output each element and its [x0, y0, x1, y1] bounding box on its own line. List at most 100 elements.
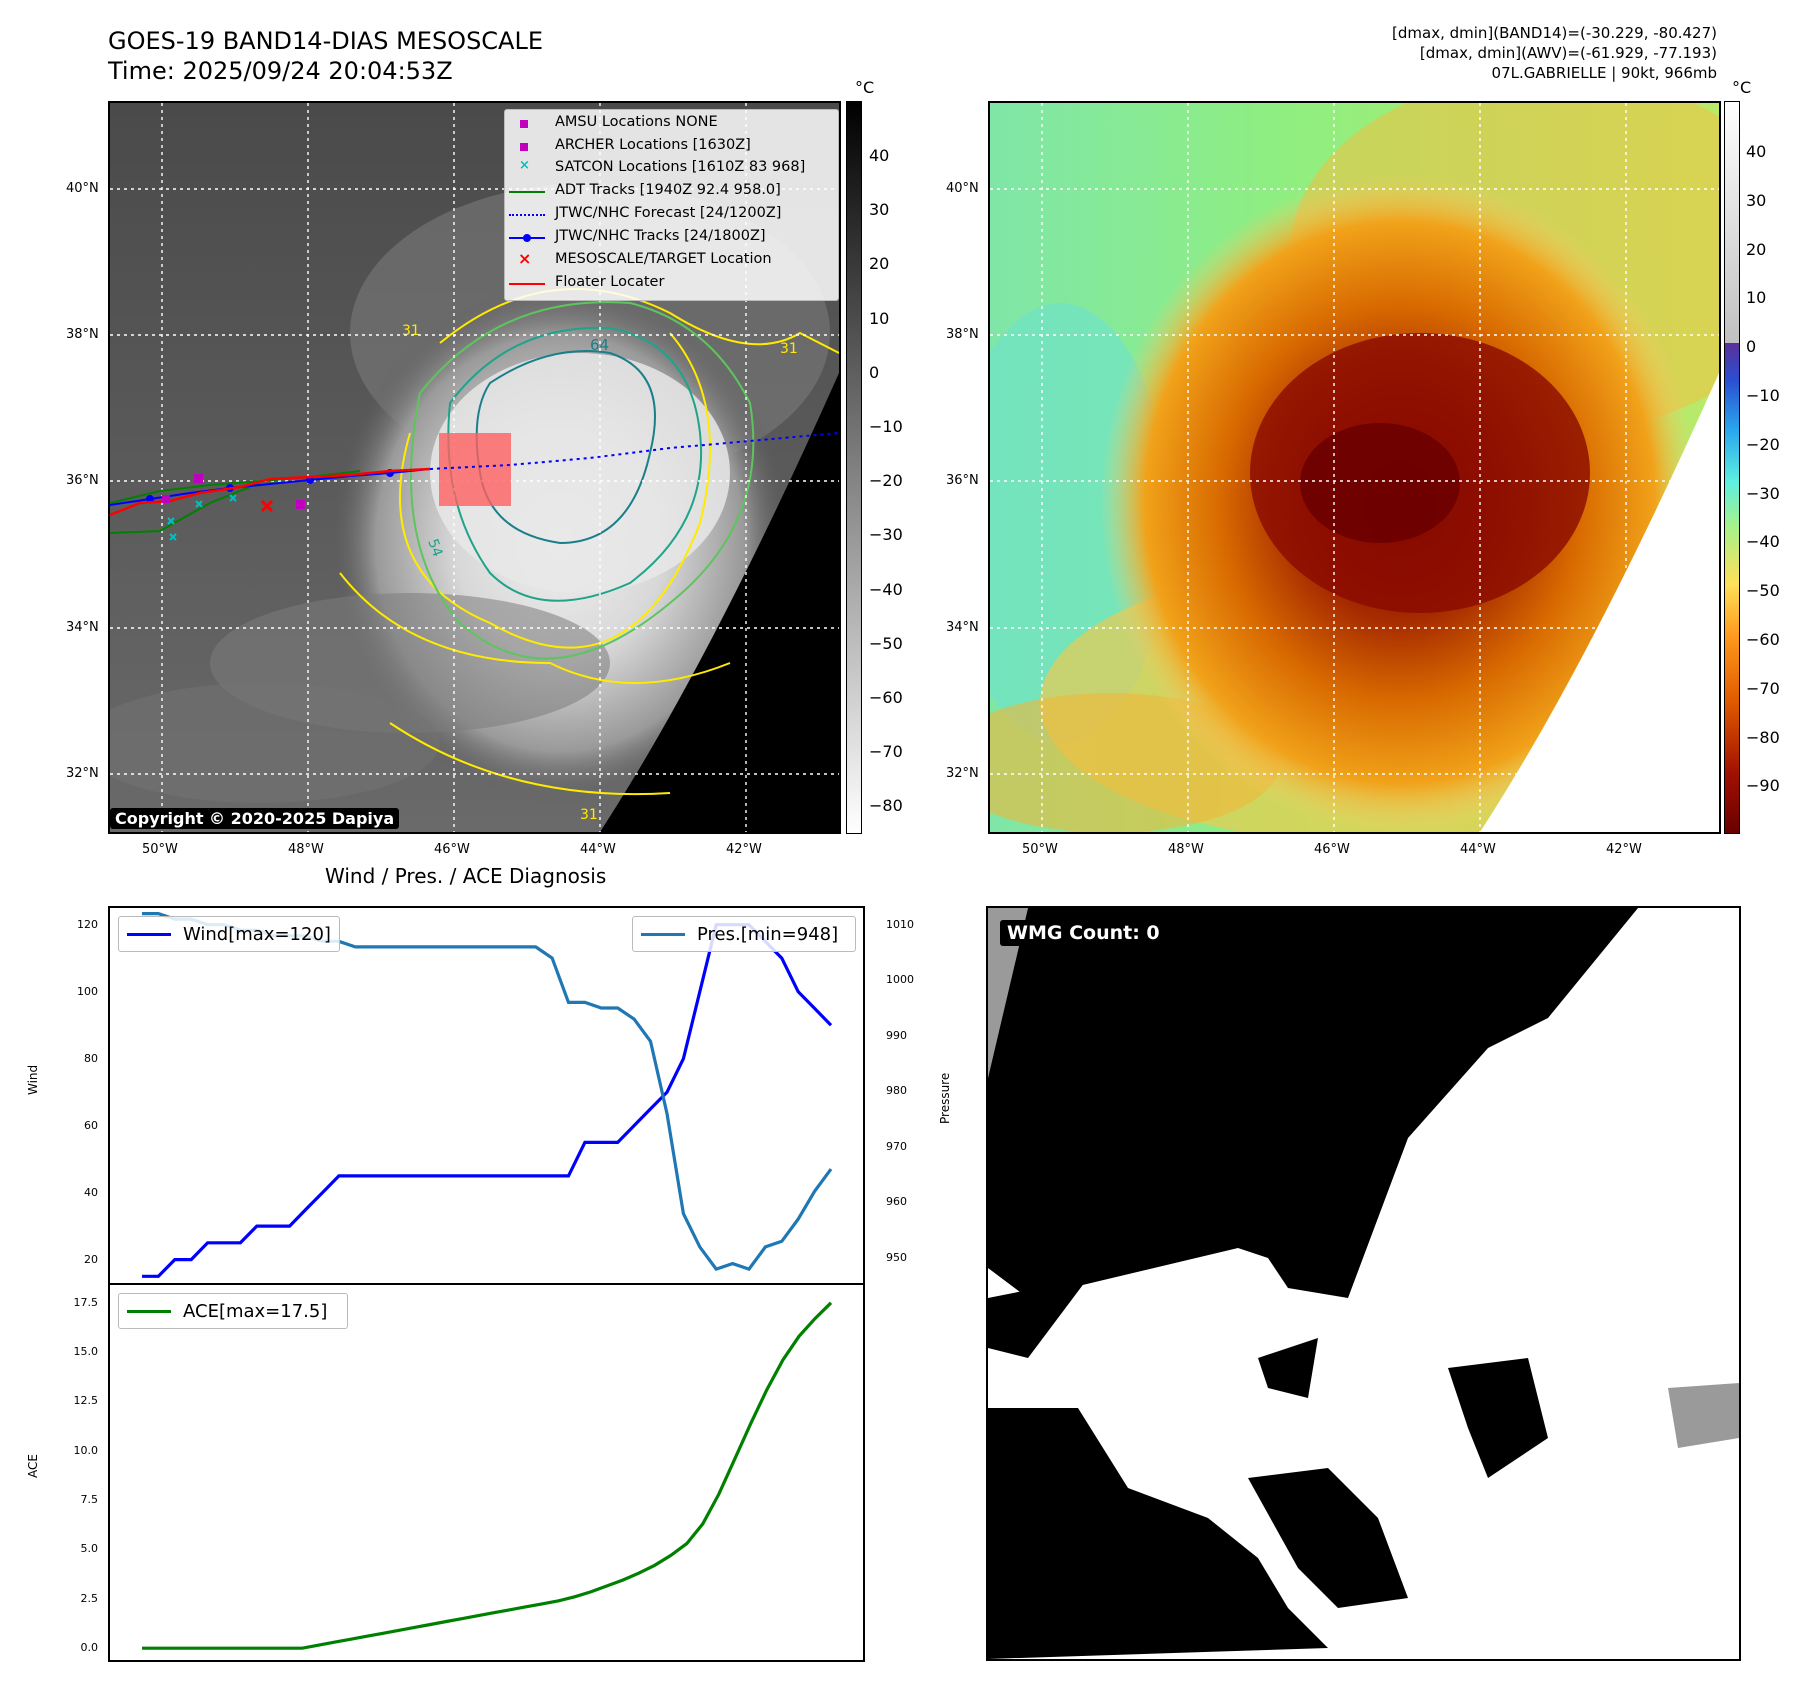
colorbar-tick: −60 — [869, 688, 903, 707]
colorbar-tick: −70 — [1746, 678, 1780, 698]
axis-tick: 2.5 — [80, 1591, 99, 1605]
colorbar-tick: 0 — [869, 362, 880, 382]
lat-tick: 34°N — [946, 620, 979, 635]
colorbar-tick: 40 — [1746, 142, 1767, 161]
lat-tick: 32°N — [66, 766, 99, 781]
axis-tick: 80 — [84, 1051, 98, 1065]
colorbar-tick: 40 — [869, 146, 890, 165]
axis-tick: 5.0 — [80, 1542, 99, 1556]
lat-tick: 38°N — [946, 327, 979, 342]
colorbar-tick: −30 — [869, 525, 903, 545]
axis-tick: 980 — [886, 1084, 907, 1098]
diag-title: Wind / Pres. / ACE Diagnosis — [325, 864, 607, 888]
colorbar-tick: 20 — [869, 254, 890, 274]
pressure-axis-label: Pressure — [938, 1072, 952, 1124]
axis-tick: 15.0 — [73, 1345, 99, 1359]
colorbar-tick: 30 — [1746, 190, 1767, 210]
axis-tick: 950 — [886, 1251, 907, 1264]
colorbar-right-unit: °C — [1732, 78, 1752, 97]
colorbar-left — [846, 101, 862, 834]
axis-tick: 60 — [84, 1118, 98, 1132]
colorbar-tick: 20 — [1746, 239, 1767, 259]
colorbar-tick: −10 — [869, 417, 903, 436]
colorbar-tick: −30 — [1746, 483, 1780, 503]
ir-color-map — [988, 101, 1721, 834]
colorbar-tick: 30 — [869, 200, 890, 220]
axis-tick: 12.5 — [73, 1394, 99, 1408]
ir-grayscale-map: 64 54 31 31 31 — [108, 101, 841, 834]
wmg-panel: WMG Count: 0 — [986, 906, 1741, 1661]
contour-label-31a: 31 — [402, 323, 420, 339]
wind-pressure-panel: Wind[max=120] Pres.[min=948] — [108, 906, 865, 1285]
contour-label-31b: 31 — [780, 341, 798, 357]
axis-tick: 1000 — [886, 973, 914, 987]
axis-tick: 20 — [84, 1252, 98, 1266]
lat-tick: 38°N — [66, 327, 99, 342]
ace-axis-label: ACE — [26, 1454, 40, 1478]
colorbar-left-unit: °C — [855, 78, 875, 97]
colorbar-tick: −10 — [1746, 386, 1780, 405]
colorbar-tick: −90 — [1746, 776, 1780, 796]
wmg-mask — [988, 908, 1739, 1659]
map-time: Time: 2025/09/24 20:04:53Z — [108, 57, 453, 85]
axis-tick: 960 — [886, 1195, 907, 1209]
storm-info: 07L.GABRIELLE | 90kt, 966mb — [1491, 64, 1717, 82]
axis-tick: 100 — [77, 984, 98, 998]
mesoscale-target-box — [439, 433, 511, 506]
colorbar-tick: −20 — [1746, 434, 1780, 454]
colorbar-tick: −80 — [1746, 727, 1780, 747]
axis-tick: 120 — [77, 917, 98, 931]
colorbar-tick: −60 — [1746, 630, 1780, 649]
axis-tick: 17.5 — [73, 1295, 99, 1309]
lat-tick: 32°N — [946, 766, 979, 781]
axis-tick: 7.5 — [80, 1493, 99, 1507]
lat-tick: 36°N — [66, 473, 99, 488]
axis-tick: 10.0 — [73, 1443, 99, 1457]
lat-tick: 36°N — [946, 473, 979, 488]
info-awv-range: [dmax, dmin](AWV)=(-61.929, -77.193) — [1419, 44, 1717, 62]
axis-tick: 0.0 — [80, 1641, 99, 1655]
lon-tick: 42°W — [726, 842, 762, 857]
axis-tick: 970 — [886, 1139, 907, 1153]
series-line-pres — [142, 911, 833, 1271]
ace-legend: ACE[max=17.5] — [118, 1293, 348, 1329]
lon-tick: 46°W — [434, 842, 470, 857]
wmg-count-label: WMG Count: 0 — [1000, 920, 1167, 946]
copyright-label: Copyright © 2020-2025 Dapiya — [110, 808, 400, 829]
lon-tick: 42°W — [1606, 842, 1642, 857]
contour-label-54: 54 — [424, 537, 445, 559]
lon-tick: 46°W — [1314, 842, 1350, 857]
wind-pressure-plot — [142, 911, 833, 1278]
contour-label-31c: 31 — [580, 807, 598, 823]
map-legend: AMSU Locations NONE ARCHER Locations [16… — [504, 109, 839, 301]
colorbar-tick: −70 — [869, 742, 903, 762]
lat-tick: 40°N — [946, 181, 979, 196]
series-line-wind — [142, 923, 833, 1278]
colorbar-tick: −50 — [1746, 581, 1780, 601]
series-line-ace — [142, 1301, 833, 1650]
wind-legend: Wind[max=120] — [118, 916, 340, 952]
colorbar-tick: 10 — [1746, 288, 1767, 308]
lat-tick: 34°N — [66, 620, 99, 635]
colorbar-tick: 0 — [1746, 337, 1757, 357]
lon-tick: 44°W — [580, 842, 616, 857]
pres-legend: Pres.[min=948] — [632, 916, 856, 952]
colorbar-tick: −80 — [869, 796, 903, 816]
ace-plot — [142, 1301, 833, 1650]
map-title: GOES-19 BAND14-DIAS MESOSCALE — [108, 27, 544, 55]
axis-tick: 990 — [886, 1028, 907, 1042]
colorbar-tick: −40 — [1746, 532, 1780, 552]
lat-tick: 40°N — [66, 181, 99, 196]
lon-tick: 50°W — [1022, 842, 1058, 857]
lon-tick: 48°W — [1168, 842, 1204, 857]
lon-tick: 48°W — [288, 842, 324, 857]
colorbar-tick: −40 — [869, 579, 903, 599]
colorbar-tick: −20 — [869, 471, 903, 491]
colorbar-tick: −50 — [869, 633, 903, 653]
lon-tick: 44°W — [1460, 842, 1496, 857]
colorbar-right — [1724, 101, 1740, 834]
colorbar-tick: 10 — [869, 308, 890, 328]
axis-tick: 40 — [84, 1185, 98, 1199]
lon-tick: 50°W — [142, 842, 178, 857]
contour-label-64: 64 — [590, 336, 609, 354]
